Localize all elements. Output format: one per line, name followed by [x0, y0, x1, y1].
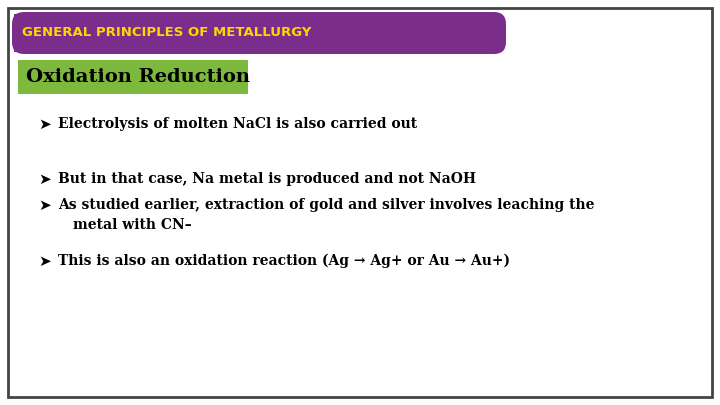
Text: As studied earlier, extraction of gold and silver involves leaching the: As studied earlier, extraction of gold a… — [58, 198, 595, 212]
Text: Oxidation Reduction: Oxidation Reduction — [26, 68, 250, 86]
Text: ➤: ➤ — [38, 254, 50, 269]
Text: This is also an oxidation reaction (Ag → Ag+ or Au → Au+): This is also an oxidation reaction (Ag →… — [58, 254, 510, 269]
Text: GENERAL PRINCIPLES OF METALLURGY: GENERAL PRINCIPLES OF METALLURGY — [22, 26, 311, 40]
Text: ➤: ➤ — [38, 117, 50, 132]
Text: But in that case, Na metal is produced and not NaOH: But in that case, Na metal is produced a… — [58, 172, 476, 186]
Text: metal with CN–: metal with CN– — [73, 218, 192, 232]
FancyBboxPatch shape — [12, 12, 506, 54]
Text: ➤: ➤ — [38, 172, 50, 187]
Bar — [14, 14, 34, 52]
Bar — [18, 60, 248, 94]
Text: Electrolysis of molten NaCl is also carried out: Electrolysis of molten NaCl is also carr… — [58, 117, 417, 131]
Text: ➤: ➤ — [38, 198, 50, 213]
